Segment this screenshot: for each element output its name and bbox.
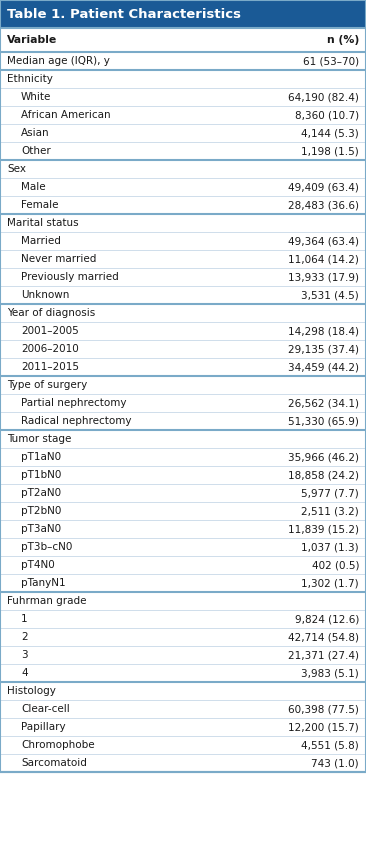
Text: Never married: Never married xyxy=(21,254,96,264)
Text: 1,302 (1.7): 1,302 (1.7) xyxy=(301,578,359,588)
Text: n (%): n (%) xyxy=(327,35,359,45)
Text: 13,933 (17.9): 13,933 (17.9) xyxy=(288,272,359,282)
Text: 743 (1.0): 743 (1.0) xyxy=(311,758,359,768)
Text: pT2aN0: pT2aN0 xyxy=(21,488,61,498)
Text: Chromophobe: Chromophobe xyxy=(21,740,95,750)
Text: Tumor stage: Tumor stage xyxy=(7,434,71,444)
Text: Married: Married xyxy=(21,236,61,246)
Text: African American: African American xyxy=(21,110,111,120)
Text: 49,409 (63.4): 49,409 (63.4) xyxy=(288,182,359,192)
Text: 11,064 (14.2): 11,064 (14.2) xyxy=(288,254,359,264)
Text: 34,459 (44.2): 34,459 (44.2) xyxy=(288,362,359,372)
Text: 1,198 (1.5): 1,198 (1.5) xyxy=(301,146,359,156)
Text: Asian: Asian xyxy=(21,128,50,138)
Text: 5,977 (7.7): 5,977 (7.7) xyxy=(301,488,359,498)
Text: Clear-cell: Clear-cell xyxy=(21,704,70,714)
Text: Sarcomatoid: Sarcomatoid xyxy=(21,758,87,768)
Text: Year of diagnosis: Year of diagnosis xyxy=(7,308,95,318)
Bar xyxy=(0,0,366,28)
Text: pT1aN0: pT1aN0 xyxy=(21,452,61,462)
Text: 3,531 (4.5): 3,531 (4.5) xyxy=(301,290,359,300)
Text: 9,824 (12.6): 9,824 (12.6) xyxy=(295,614,359,624)
Text: 2001–2005: 2001–2005 xyxy=(21,326,79,336)
Text: pT3b–cN0: pT3b–cN0 xyxy=(21,542,72,552)
Text: 21,371 (27.4): 21,371 (27.4) xyxy=(288,650,359,660)
Text: Male: Male xyxy=(21,182,46,192)
Text: pTanyN1: pTanyN1 xyxy=(21,578,66,588)
Text: 35,966 (46.2): 35,966 (46.2) xyxy=(288,452,359,462)
Text: Sex: Sex xyxy=(7,164,26,174)
Text: pT3aN0: pT3aN0 xyxy=(21,524,61,534)
Text: 2,511 (3.2): 2,511 (3.2) xyxy=(301,506,359,516)
Text: 2011–2015: 2011–2015 xyxy=(21,362,79,372)
Text: Unknown: Unknown xyxy=(21,290,70,300)
Text: 42,714 (54.8): 42,714 (54.8) xyxy=(288,632,359,642)
Text: 64,190 (82.4): 64,190 (82.4) xyxy=(288,92,359,102)
Text: 51,330 (65.9): 51,330 (65.9) xyxy=(288,416,359,426)
Text: 18,858 (24.2): 18,858 (24.2) xyxy=(288,470,359,480)
Text: pT2bN0: pT2bN0 xyxy=(21,506,61,516)
Text: Radical nephrectomy: Radical nephrectomy xyxy=(21,416,131,426)
Text: 3: 3 xyxy=(21,650,27,660)
Text: Fuhrman grade: Fuhrman grade xyxy=(7,596,86,606)
Text: 8,360 (10.7): 8,360 (10.7) xyxy=(295,110,359,120)
Text: Papillary: Papillary xyxy=(21,722,66,732)
Text: 4: 4 xyxy=(21,668,27,678)
Text: 2: 2 xyxy=(21,632,27,642)
Text: 1,037 (1.3): 1,037 (1.3) xyxy=(301,542,359,552)
Text: Other: Other xyxy=(21,146,51,156)
Text: 60,398 (77.5): 60,398 (77.5) xyxy=(288,704,359,714)
Text: Table 1. Patient Characteristics: Table 1. Patient Characteristics xyxy=(7,8,241,20)
Text: 3,983 (5.1): 3,983 (5.1) xyxy=(301,668,359,678)
Text: 4,551 (5.8): 4,551 (5.8) xyxy=(301,740,359,750)
Text: 49,364 (63.4): 49,364 (63.4) xyxy=(288,236,359,246)
Text: 14,298 (18.4): 14,298 (18.4) xyxy=(288,326,359,336)
Text: 1: 1 xyxy=(21,614,27,624)
Text: 11,839 (15.2): 11,839 (15.2) xyxy=(288,524,359,534)
Text: 61 (53–70): 61 (53–70) xyxy=(303,56,359,66)
Text: 4,144 (5.3): 4,144 (5.3) xyxy=(301,128,359,138)
Text: Female: Female xyxy=(21,200,59,210)
Text: Histology: Histology xyxy=(7,686,56,696)
Text: 28,483 (36.6): 28,483 (36.6) xyxy=(288,200,359,210)
Text: pT4N0: pT4N0 xyxy=(21,560,55,570)
Text: Previously married: Previously married xyxy=(21,272,119,282)
Text: 402 (0.5): 402 (0.5) xyxy=(311,560,359,570)
Text: White: White xyxy=(21,92,51,102)
Bar xyxy=(0,28,366,52)
Text: Ethnicity: Ethnicity xyxy=(7,74,53,84)
Text: 26,562 (34.1): 26,562 (34.1) xyxy=(288,398,359,408)
Text: 2006–2010: 2006–2010 xyxy=(21,344,79,354)
Text: Variable: Variable xyxy=(7,35,57,45)
Text: Marital status: Marital status xyxy=(7,218,79,228)
Text: Partial nephrectomy: Partial nephrectomy xyxy=(21,398,127,408)
Text: pT1bN0: pT1bN0 xyxy=(21,470,61,480)
Text: Median age (IQR), y: Median age (IQR), y xyxy=(7,56,110,66)
Text: Type of surgery: Type of surgery xyxy=(7,380,87,390)
Text: 12,200 (15.7): 12,200 (15.7) xyxy=(288,722,359,732)
Text: 29,135 (37.4): 29,135 (37.4) xyxy=(288,344,359,354)
